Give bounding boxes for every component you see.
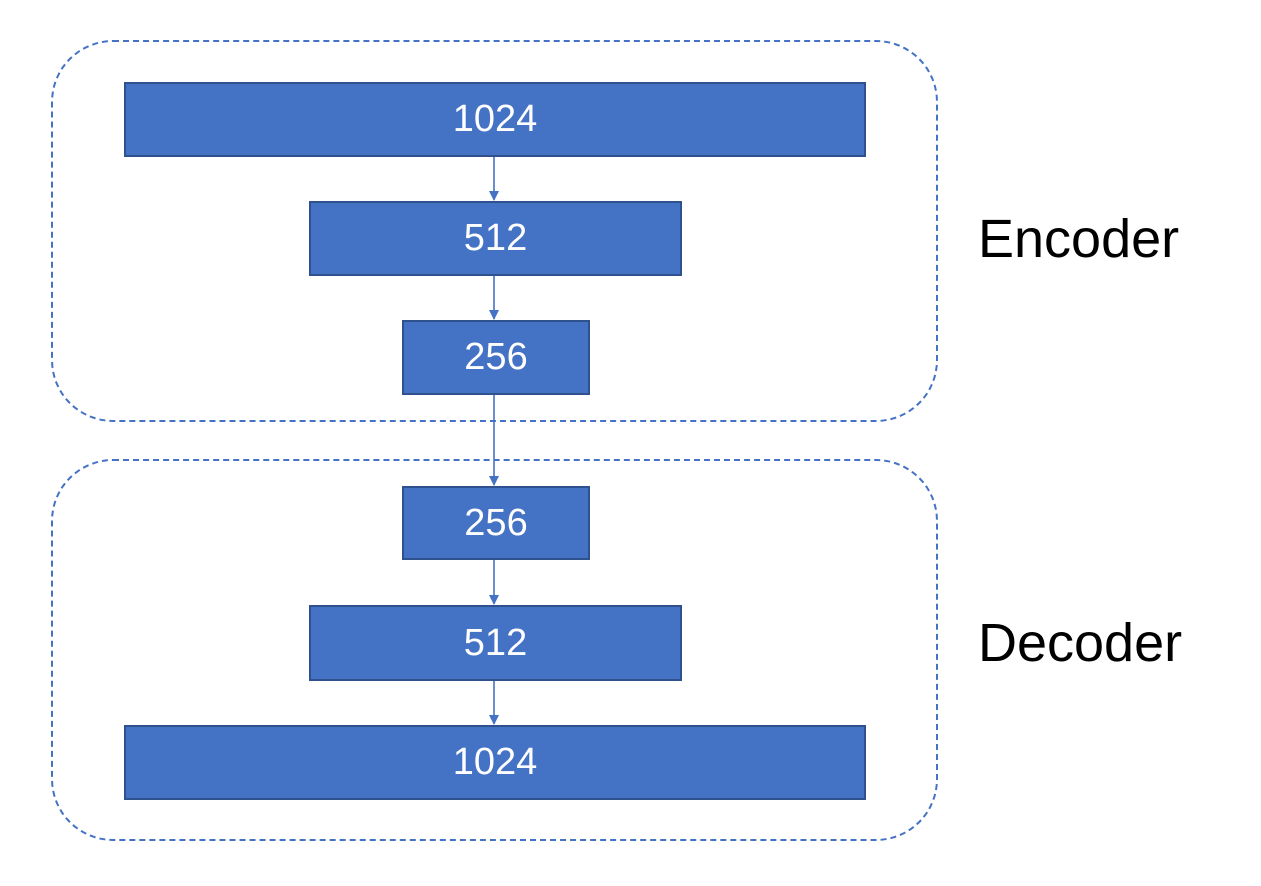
decoder-layer-1024: 1024 [124, 725, 866, 800]
encoder-layer-256: 256 [402, 320, 590, 395]
encoder-label: Encoder [978, 209, 1180, 269]
decoder-layer-512: 512 [309, 605, 682, 681]
encoder-layer-1024: 1024 [124, 82, 866, 157]
encoder-layer-512: 512 [309, 201, 682, 276]
decoder-layer-256: 256 [402, 486, 590, 560]
decoder-label: Decoder [978, 613, 1183, 673]
